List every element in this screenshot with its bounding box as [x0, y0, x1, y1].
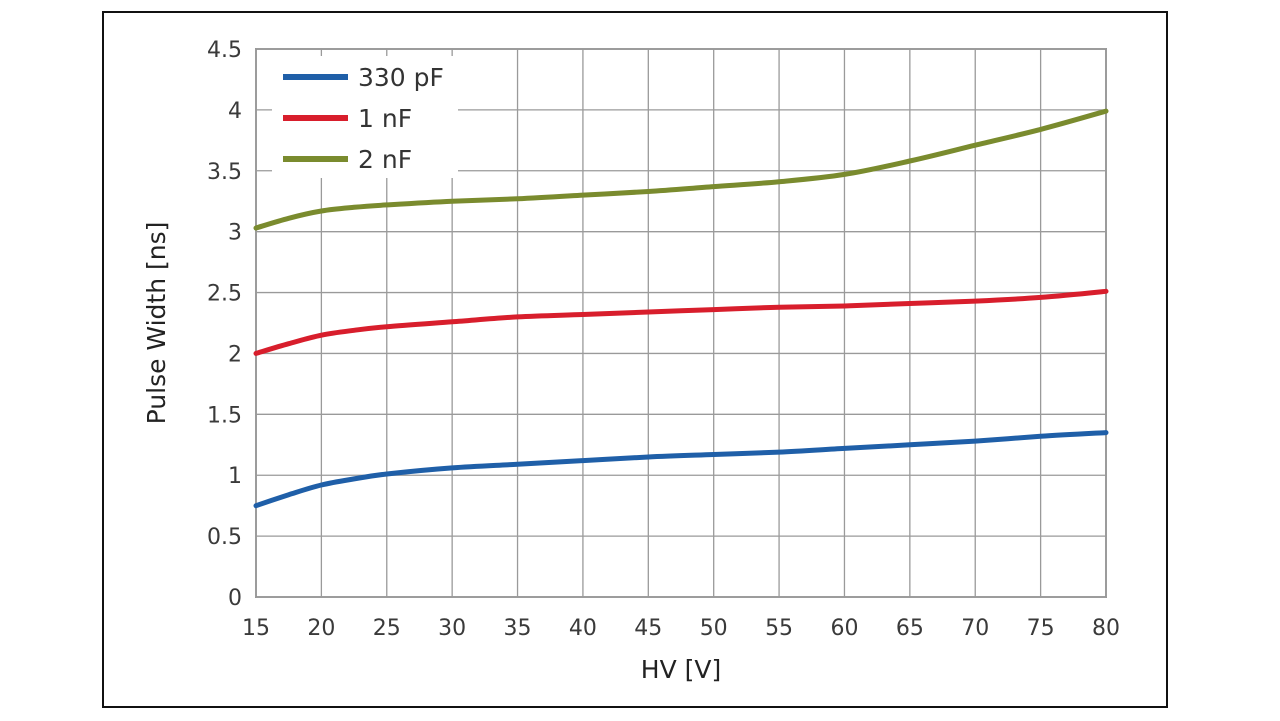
legend-label-2-nf: 2 nF — [358, 145, 412, 174]
series-line-1-nf — [253, 288, 1109, 356]
x-tick-labels: 15 20 25 30 35 40 45 50 55 60 65 70 75 80 — [242, 616, 1120, 641]
x-axis-title: HV [V] — [641, 655, 721, 684]
x-tick-label: 25 — [373, 616, 401, 641]
series-line-2-nf — [253, 108, 1109, 231]
x-tick-label: 80 — [1092, 616, 1120, 641]
y-tick-label: 4 — [228, 99, 242, 124]
x-tick-label: 55 — [765, 616, 793, 641]
x-tick-label: 50 — [700, 616, 728, 641]
y-tick-label: 2 — [228, 342, 242, 367]
chart-frame — [102, 11, 1168, 708]
legend-label-330-pf: 330 pF — [358, 63, 444, 92]
x-tick-label: 65 — [896, 616, 924, 641]
x-tick-label: 35 — [504, 616, 532, 641]
x-tick-label: 70 — [961, 616, 989, 641]
y-tick-label: 1 — [228, 464, 242, 489]
x-tick-label: 60 — [830, 616, 858, 641]
y-tick-label: 3.5 — [207, 160, 242, 185]
legend: 330 pF 1 nF 2 nF — [272, 56, 458, 178]
series-layer — [253, 108, 1109, 509]
y-tick-label: 0 — [228, 586, 242, 611]
x-tick-label: 45 — [634, 616, 662, 641]
y-tick-label: 4.5 — [207, 38, 242, 63]
y-tick-label: 0.5 — [207, 525, 242, 550]
y-tick-labels: 0 0.5 1 1.5 2 2.5 3 3.5 4 4.5 — [207, 38, 242, 611]
x-tick-label: 30 — [438, 616, 466, 641]
x-tick-label: 15 — [242, 616, 270, 641]
series-line-330-pf — [253, 430, 1109, 509]
y-tick-label: 3 — [228, 221, 242, 246]
y-tick-label: 1.5 — [207, 403, 242, 428]
x-tick-label: 20 — [307, 616, 335, 641]
x-tick-label: 75 — [1027, 616, 1055, 641]
x-tick-label: 40 — [569, 616, 597, 641]
y-axis-title: Pulse Width [ns] — [142, 222, 171, 425]
y-tick-label: 2.5 — [207, 282, 242, 307]
legend-label-1-nf: 1 nF — [358, 104, 412, 133]
